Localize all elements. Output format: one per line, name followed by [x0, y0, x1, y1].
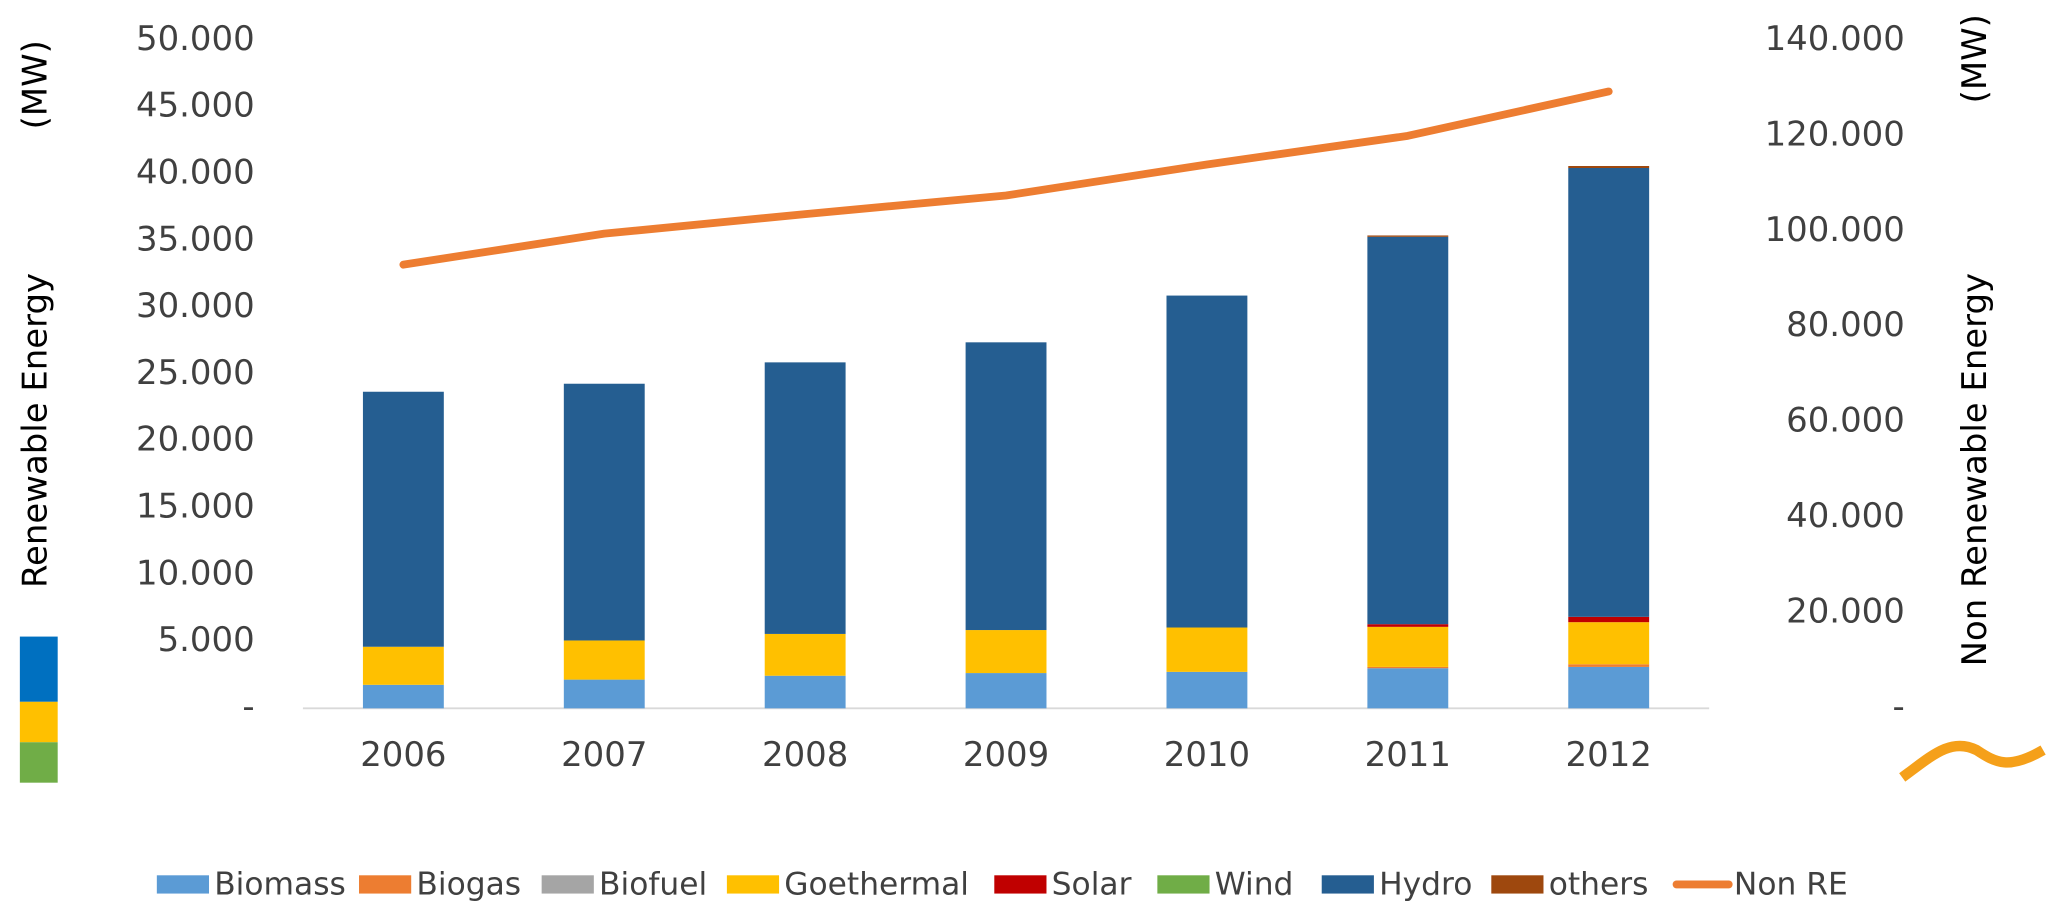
bar-segment — [764, 633, 846, 676]
x-tick-label: 2006 — [360, 735, 446, 774]
legend-swatch — [156, 875, 210, 894]
y-tick-label: 25.000 — [136, 353, 255, 392]
bar-segment — [1367, 666, 1449, 669]
bar-segment — [1367, 236, 1449, 625]
bar-segment — [1367, 235, 1449, 237]
legend-label: Biogas — [416, 867, 521, 903]
bar-segment — [1166, 671, 1248, 709]
legend-swatch — [541, 875, 594, 894]
y-tick-label: 50.000 — [136, 19, 255, 58]
y2-tick-label: 40.000 — [1786, 496, 1905, 535]
legend-swatch — [1321, 875, 1374, 894]
bar-segment — [1166, 627, 1248, 672]
bar-segment — [965, 673, 1047, 709]
y2-axis-unit: (MW) — [1955, 14, 1994, 103]
legend-label: Non RE — [1734, 867, 1848, 903]
bar-segment — [1568, 168, 1650, 617]
y-axis-unit: (MW) — [15, 40, 54, 129]
bar-segment — [563, 640, 645, 680]
bar-segment — [1166, 295, 1248, 628]
bar-segment — [764, 362, 846, 634]
y-tick-label: 20.000 — [136, 420, 255, 459]
y-tick-label: 15.000 — [136, 486, 255, 525]
bar-segment — [563, 679, 645, 709]
bar-segment — [1367, 668, 1449, 709]
bar-segment — [362, 391, 444, 647]
y-tick-label: 30.000 — [136, 286, 255, 325]
y2-tick-label: 20.000 — [1786, 591, 1905, 630]
y-tick-label: 10.000 — [136, 553, 255, 592]
bar-segment — [1568, 664, 1650, 667]
y-axis-title: Renewable Energy — [15, 273, 54, 588]
bar-segment — [563, 383, 645, 641]
legend-label: others — [1549, 867, 1649, 903]
y2-tick-label: - — [1893, 687, 1905, 726]
decor-square — [19, 701, 58, 743]
legend-label: Wind — [1215, 867, 1294, 903]
legend-label: Hydro — [1379, 867, 1472, 903]
bar-segment — [1568, 616, 1650, 623]
y-tick-label: 35.000 — [136, 219, 255, 258]
y-tick-label: 45.000 — [136, 86, 255, 125]
y2-tick-label: 120.000 — [1765, 114, 1905, 153]
y2-tick-label: 140.000 — [1765, 19, 1905, 58]
bar-segment — [965, 630, 1047, 674]
legend-label: Solar — [1052, 867, 1132, 903]
x-tick-label: 2008 — [762, 735, 848, 774]
y2-axis-title: Non Renewable Energy — [1955, 273, 1994, 666]
legend-swatch — [1157, 875, 1210, 894]
line — [399, 87, 1613, 269]
bar-segment — [1367, 624, 1449, 627]
legend-swatch — [359, 875, 412, 894]
x-tick-label: 2010 — [1164, 735, 1250, 774]
y2-tick-label: 100.000 — [1765, 210, 1905, 249]
bar-segment — [764, 675, 846, 709]
y2-tick-label: 60.000 — [1786, 401, 1905, 440]
bar-segment — [362, 684, 444, 709]
decor-squiggle — [1899, 740, 2046, 782]
bar-segment — [1568, 666, 1650, 709]
legend-swatch — [726, 875, 780, 894]
legend-swatch — [994, 875, 1047, 894]
y-tick-label: 5.000 — [158, 620, 255, 659]
x-tick-label: 2012 — [1566, 735, 1652, 774]
y-tick-label: 40.000 — [136, 153, 255, 192]
y2-tick-label: 80.000 — [1786, 305, 1905, 344]
x-tick-label: 2009 — [963, 735, 1049, 774]
y-tick-label: - — [242, 687, 254, 726]
bar-segment — [1367, 626, 1449, 667]
x-tick-label: 2007 — [561, 735, 647, 774]
x-tick-label: 2011 — [1365, 735, 1451, 774]
legend-swatch — [1491, 875, 1544, 894]
legend-label: Biomass — [214, 867, 346, 903]
decor-square — [19, 636, 58, 702]
legend-label: Biofuel — [599, 867, 707, 903]
bar-segment — [1568, 166, 1650, 169]
bar-segment — [965, 342, 1047, 631]
bar-segment — [362, 646, 444, 685]
decor-square — [19, 742, 58, 783]
legend-label: Goethermal — [784, 867, 969, 903]
bar-segment — [1568, 622, 1650, 665]
